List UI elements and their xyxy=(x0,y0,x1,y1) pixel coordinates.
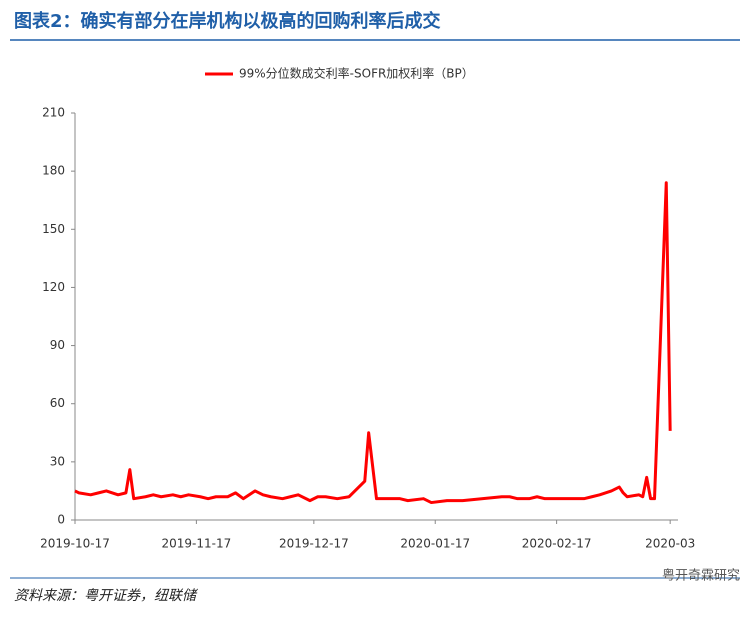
series-line xyxy=(74,181,672,505)
y-tick-label: 60 xyxy=(50,396,65,410)
y-tick-label: 0 xyxy=(57,513,65,527)
y-tick-label: 180 xyxy=(42,164,65,178)
x-tick-label: 2019-12-17 xyxy=(279,537,349,551)
y-tick-label: 210 xyxy=(42,106,65,120)
y-tick-label: 120 xyxy=(42,280,65,294)
legend-label: 99%分位数成交利率-SOFR加权利率（BP） xyxy=(239,66,474,81)
x-tick-label: 2020-01-17 xyxy=(400,537,470,551)
x-tick-label: 2019-10-17 xyxy=(40,537,110,551)
y-tick-label: 30 xyxy=(50,454,65,468)
x-tick-label: 2020-03 xyxy=(645,537,695,551)
source: 资料来源：粤开证券，纽联储 xyxy=(14,588,199,604)
y-tick-label: 90 xyxy=(50,338,65,352)
watermark: 粤开奇霖研究 xyxy=(662,568,740,584)
x-tick-label: 2020-02-17 xyxy=(522,537,592,551)
y-tick-label: 150 xyxy=(42,222,65,236)
x-tick-label: 2019-11-17 xyxy=(162,537,232,551)
chart-title: 图表2：确实有部分在岸机构以极高的回购利率后成交 xyxy=(14,10,441,32)
